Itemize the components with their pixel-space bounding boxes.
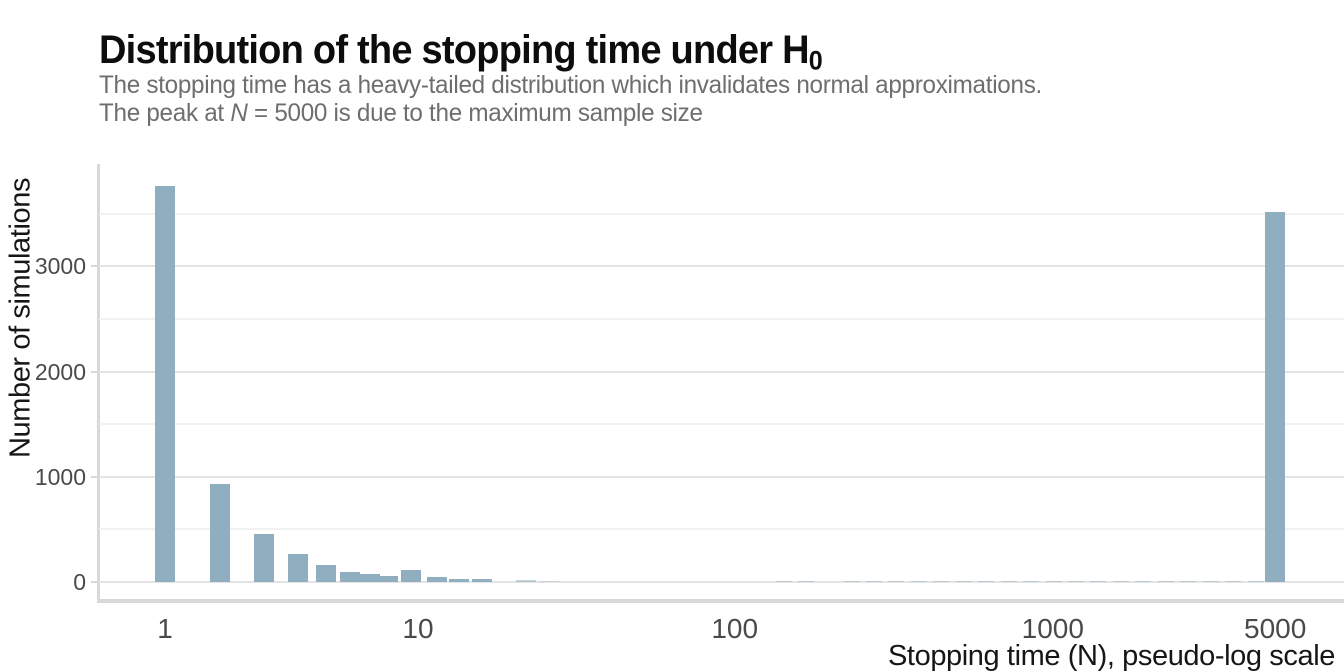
tail-bar-n-168 xyxy=(798,581,815,583)
x-axis-title: Stopping time (N), pseudo-log scale xyxy=(887,640,1335,672)
title-subscript: 0 xyxy=(808,45,823,76)
tail-bar-n-726 xyxy=(1000,581,1017,583)
tail-bar-n-2663 xyxy=(1180,581,1197,583)
x-tick-label-5000: 5000 xyxy=(1244,613,1307,644)
italic-N: N xyxy=(230,99,248,127)
histogram-bar-n-7 xyxy=(360,573,381,582)
tail-bar-n-1391 xyxy=(1090,581,1107,583)
x-axis-line xyxy=(97,599,1344,603)
histogram-bar-n-13.5 xyxy=(448,578,469,582)
tail-bar-n-1005 xyxy=(1045,581,1062,583)
x-tick-label-10: 10 xyxy=(402,613,434,644)
y-minor-gridline-500 xyxy=(99,528,1344,531)
tail-bar-n-322 xyxy=(888,581,905,583)
tail-bar-n-4336 xyxy=(1247,581,1264,583)
y-minor-gridline-2500 xyxy=(99,317,1344,320)
y-tick-label-3000: 3000 xyxy=(34,253,86,280)
y-minor-gridline-1500 xyxy=(99,423,1344,426)
tail-bar-n-143 xyxy=(776,581,793,583)
y-tick-label-2000: 2000 xyxy=(34,358,86,385)
y-tick-label-0: 0 xyxy=(73,569,86,595)
tail-bar-n-3686 xyxy=(1225,581,1241,583)
tail-bar-n-3133 xyxy=(1202,581,1219,583)
x-tick-label-1: 1 xyxy=(157,613,173,644)
tail-bar-n-1925 xyxy=(1135,581,1152,583)
histogram-bar-n-9.5 xyxy=(401,570,421,582)
page-title: Distribution of the stopping time under … xyxy=(99,28,823,76)
histogram-bar-n-26 xyxy=(538,580,559,582)
x-tick-label-100: 100 xyxy=(711,613,759,644)
histogram-bar-n-5000 xyxy=(1265,211,1286,582)
y-gridline-3000 xyxy=(99,265,1344,268)
subtitle-line-2: The peak at N = 5000 is due to the maxim… xyxy=(99,99,703,127)
histogram-bar-n-16 xyxy=(472,579,493,582)
y-gridline-0 xyxy=(99,581,1344,583)
y-tick-mark-1000 xyxy=(91,475,97,478)
histogram-bar-n-1 xyxy=(155,186,175,582)
tail-bar-n-379 xyxy=(910,581,927,583)
histogram-bar-n-4 xyxy=(288,554,308,582)
title-main-text: Distribution of the stopping time under … xyxy=(99,27,810,72)
tail-bar-n-854 xyxy=(1023,581,1039,583)
histogram-bar-n-8 xyxy=(377,575,398,582)
tail-bar-n-2264 xyxy=(1157,581,1174,583)
tail-bar-n-525 xyxy=(955,581,972,583)
tail-bar-n-1636 xyxy=(1112,581,1129,583)
histogram-bar-n-22 xyxy=(515,580,536,582)
y-gridline-2000 xyxy=(99,370,1344,373)
y-tick-label-1000: 1000 xyxy=(34,463,86,490)
histogram-bar-n-11.5 xyxy=(427,576,447,582)
tail-bar-n-274 xyxy=(866,581,882,583)
tail-bar-n-1182 xyxy=(1067,581,1084,583)
tail-bar-n-617 xyxy=(978,581,995,583)
tail-bar-n-446 xyxy=(933,581,950,583)
histogram-bar-n-3 xyxy=(253,533,274,582)
y-tick-mark-2000 xyxy=(91,370,97,373)
y-axis-line xyxy=(97,164,100,603)
y-axis-title: Number of simulations xyxy=(4,177,37,459)
y-tick-mark-0 xyxy=(91,581,97,583)
histogram-bar-n-5 xyxy=(316,565,337,582)
y-minor-gridline-3500 xyxy=(99,212,1344,215)
histogram-bar-n-2 xyxy=(210,484,231,582)
x-tick-label-1000: 1000 xyxy=(1021,613,1084,644)
tail-bar-n-233 xyxy=(843,581,860,583)
histogram-bar-n-6 xyxy=(339,571,360,582)
chart-subtitle: The stopping time has a heavy-tailed dis… xyxy=(99,71,1042,127)
y-gridline-1000 xyxy=(99,475,1344,478)
y-tick-mark-3000 xyxy=(91,265,97,268)
subtitle-line-1: The stopping time has a heavy-tailed dis… xyxy=(99,71,1042,99)
